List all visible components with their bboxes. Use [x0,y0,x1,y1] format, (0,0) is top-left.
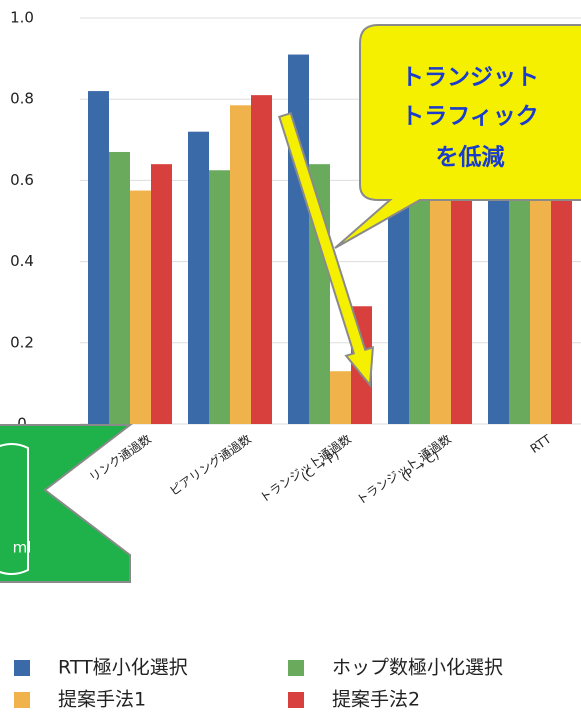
bar [409,180,430,424]
x-tick-label: RTT [528,431,555,455]
bar [451,184,472,424]
green-note: ml [13,539,32,557]
y-tick-label: 0.4 [10,252,34,270]
bar [509,180,530,424]
bar [251,95,272,424]
yellow-callout [334,24,581,249]
arrow [278,111,375,388]
legend-label: 提案手法2 [332,689,420,711]
bar [88,91,109,424]
bar [551,180,572,424]
bar [488,180,509,424]
bar [109,151,130,425]
bar [388,188,409,424]
bar [530,188,551,424]
legend-swatch [14,692,30,708]
callout-line: トラフィック [401,104,539,130]
legend-swatch [14,660,30,676]
x-tick-label: ピアリング通過数 [166,431,253,498]
legend-swatch [288,692,304,708]
callout-line: トランジット [401,65,539,91]
bar [230,105,251,424]
bar [151,164,172,424]
y-tick-label: 0.2 [10,333,34,351]
y-tick-label: 0 [17,415,27,433]
legend-swatch [288,660,304,676]
bar [209,170,230,424]
cylinder-icon [0,443,29,575]
bar [430,192,451,424]
bar [130,190,151,424]
green-callout [0,424,133,583]
y-tick-label: 0.6 [10,171,34,189]
callout-line: を低減 [436,145,505,171]
legend-label: RTT極小化選択 [58,657,188,679]
legend-label: 提案手法1 [58,689,146,711]
bar [330,371,351,424]
legend-label: ホップ数極小化選択 [332,657,503,679]
y-tick-label: 1.0 [10,9,34,27]
bar [288,54,309,424]
bar [188,131,209,424]
y-tick-label: 0.8 [10,90,34,108]
